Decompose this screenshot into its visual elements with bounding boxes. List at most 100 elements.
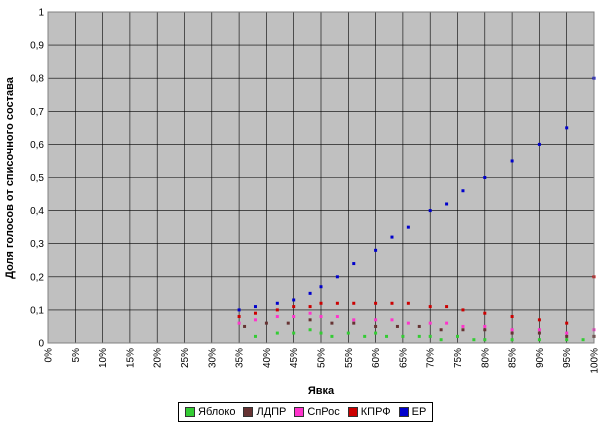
data-point [428, 334, 432, 338]
x-tick-label: 70% [426, 348, 437, 368]
x-tick-label: 40% [262, 348, 273, 368]
y-tick-label: 0,8 [30, 74, 44, 85]
data-point [286, 321, 290, 325]
data-point [237, 308, 241, 312]
data-point [253, 334, 257, 338]
data-point [335, 315, 339, 319]
data-point [565, 321, 569, 325]
data-point [537, 318, 541, 322]
data-point [374, 318, 378, 322]
data-point [346, 331, 350, 335]
data-point [401, 334, 405, 338]
data-point [461, 308, 465, 312]
data-point [483, 338, 487, 342]
data-point [253, 311, 257, 315]
legend-item: ЛДПР [243, 406, 286, 418]
x-axis-ticks: 0% 5% 10% 15% 20% 25% 30% 35% 40% 45% 50% 55% 60% 65%… [44, 348, 600, 374]
gridlines [47, 11, 595, 344]
data-point [390, 318, 394, 322]
x-tick-label: 90% [535, 348, 546, 368]
data-point [581, 338, 585, 342]
data-point [363, 334, 367, 338]
data-point [292, 305, 296, 309]
x-tick-label: 55% [344, 348, 355, 368]
data-point [275, 301, 279, 305]
y-axis-label: Доля голосов от списочного состава [4, 76, 16, 279]
data-point [456, 334, 459, 338]
data-point [352, 262, 356, 266]
y-axis-ticks: 0 0,1 0,2 0,3 0,4 0,5 0,6 0,7 0,8 0,9 1 [30, 8, 44, 350]
data-point [319, 331, 323, 335]
data-point [565, 126, 569, 130]
x-tick-label: 0% [44, 348, 55, 363]
legend-label: СпРос [307, 406, 340, 418]
legend-label: ЕР [411, 406, 427, 418]
y-tick-label: 0,3 [30, 239, 44, 250]
x-tick-label: 60% [371, 348, 382, 368]
data-point [308, 328, 312, 332]
legend-item: Яблоко [185, 406, 235, 418]
data-point [565, 331, 569, 335]
legend-label: Яблоко [198, 406, 236, 418]
x-tick-label: 10% [98, 348, 109, 368]
series-4 [237, 76, 596, 312]
data-point [565, 338, 569, 342]
y-tick-label: 0,1 [30, 305, 44, 316]
data-point [253, 318, 257, 322]
data-point [390, 235, 394, 239]
data-point [237, 321, 241, 325]
data-point [510, 328, 514, 332]
y-tick-label: 1 [38, 8, 44, 19]
data-point [439, 338, 443, 342]
data-point [292, 331, 296, 335]
data-point [330, 334, 334, 338]
x-tick-label: 20% [153, 348, 164, 368]
data-point [374, 301, 378, 305]
x-tick-label: 75% [453, 348, 464, 368]
x-tick-label: 30% [207, 348, 218, 368]
legend: Яблоко ЛДПР СпРос КПРФ ЕР [178, 402, 434, 422]
x-tick-label: 35% [235, 348, 246, 368]
data-point [406, 225, 410, 229]
data-point [352, 301, 356, 305]
x-tick-label: 5% [71, 348, 82, 363]
x-axis-label: Явка [308, 385, 335, 397]
data-point [395, 324, 399, 328]
y-tick-label: 0,2 [30, 272, 44, 283]
data-point [352, 321, 356, 325]
data-point [374, 331, 378, 335]
data-point [510, 331, 514, 335]
data-point [510, 338, 514, 342]
data-point [292, 315, 296, 319]
plot-border [47, 11, 595, 344]
legend-label: ЛДПР [256, 406, 287, 418]
legend-swatch [185, 407, 195, 417]
data-point [461, 189, 465, 193]
data-point [461, 324, 465, 328]
x-tick-label: 85% [508, 348, 519, 368]
y-tick-label: 0,7 [30, 107, 44, 118]
x-tick-label: 15% [125, 348, 136, 368]
data-point [308, 311, 312, 315]
legend-swatch [347, 407, 358, 417]
data-point [275, 331, 279, 335]
data-point [330, 321, 334, 325]
x-tick-label: 45% [289, 348, 300, 368]
legend-item: СпРос [294, 406, 340, 418]
y-tick-label: 0,9 [30, 41, 44, 52]
data-point [374, 324, 378, 328]
y-tick-label: 0 [38, 339, 44, 350]
data-point [417, 324, 421, 328]
data-point [510, 315, 514, 319]
data-point [406, 321, 410, 325]
data-point [510, 159, 514, 163]
x-tick-label: 80% [480, 348, 491, 368]
data-point [308, 291, 312, 295]
x-tick-label: 25% [180, 348, 191, 368]
data-point [445, 305, 449, 309]
x-tick-label: 95% [562, 348, 573, 368]
data-point [472, 338, 476, 342]
data-point [428, 209, 432, 213]
data-point [537, 328, 541, 332]
